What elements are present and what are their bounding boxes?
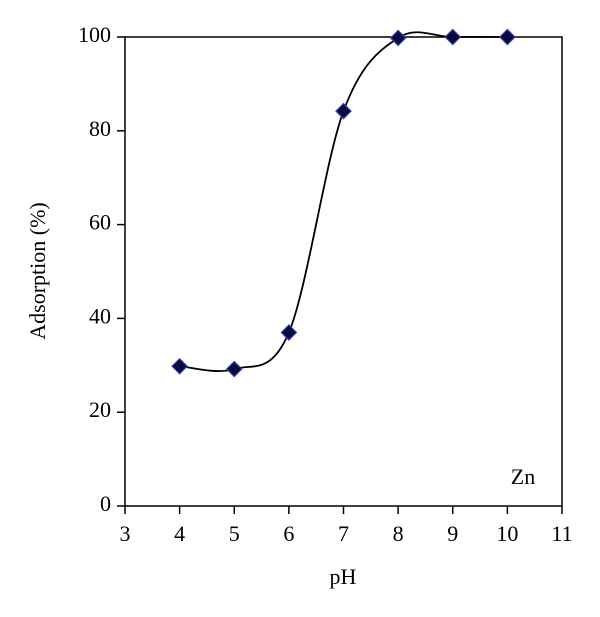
curve — [179, 31, 508, 372]
y-tick-label: 0 — [100, 491, 111, 516]
x-tick-label: 11 — [551, 521, 572, 546]
x-tick-label: 7 — [338, 521, 349, 546]
x-tick-label: 4 — [174, 521, 185, 546]
y-tick-label: 100 — [78, 22, 111, 47]
marker — [225, 360, 243, 378]
x-tick-label: 8 — [393, 521, 404, 546]
marker — [280, 324, 298, 341]
y-axis-label: Adsorption (%) — [25, 202, 50, 339]
y-tick-label: 40 — [89, 303, 111, 328]
marker — [171, 357, 188, 375]
x-tick-label: 6 — [283, 521, 294, 546]
marker — [499, 28, 516, 46]
y-tick-label: 60 — [89, 210, 111, 235]
marker — [389, 29, 407, 47]
marker — [444, 28, 462, 46]
y-tick-label: 80 — [89, 116, 111, 141]
annotation: Zn — [511, 464, 535, 489]
marker — [335, 102, 352, 120]
x-tick-label: 3 — [120, 521, 131, 546]
x-axis-label: pH — [330, 564, 357, 589]
y-tick-label: 20 — [89, 397, 111, 422]
x-tick-label: 5 — [229, 521, 240, 546]
x-tick-label: 10 — [496, 521, 518, 546]
x-tick-label: 9 — [447, 521, 458, 546]
